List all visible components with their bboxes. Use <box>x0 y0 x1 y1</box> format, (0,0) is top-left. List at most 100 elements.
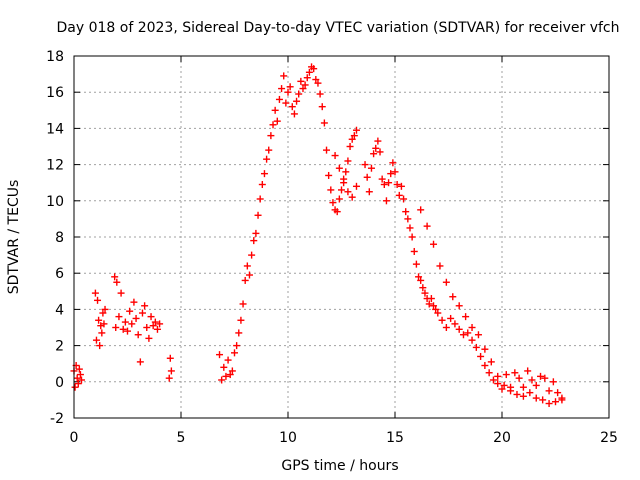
data-point <box>526 389 534 397</box>
data-point <box>338 186 345 194</box>
data-point <box>344 157 352 165</box>
data-point <box>335 195 343 203</box>
data-point <box>442 278 450 286</box>
data-point <box>352 126 360 134</box>
data-point <box>455 302 463 310</box>
data-point <box>113 278 121 286</box>
data-point <box>100 320 108 328</box>
data-point <box>400 195 408 203</box>
data-point <box>228 367 236 375</box>
data-point <box>367 164 375 172</box>
data-point <box>344 188 352 196</box>
data-point <box>149 322 157 330</box>
y-tick-label: 10 <box>46 194 64 210</box>
data-point <box>286 83 294 91</box>
data-point <box>335 164 343 172</box>
data-point <box>451 320 459 328</box>
data-point <box>442 324 450 331</box>
data-point <box>318 103 326 111</box>
data-point <box>310 65 318 73</box>
data-point <box>112 324 120 331</box>
data-point <box>327 186 335 194</box>
data-point <box>138 309 146 317</box>
data-point <box>374 137 382 145</box>
data-point <box>438 316 446 324</box>
data-point <box>128 320 136 328</box>
data-point <box>119 325 127 333</box>
data-point <box>447 314 455 322</box>
data-point <box>348 135 356 143</box>
data-point <box>552 398 559 406</box>
data-point <box>312 76 320 84</box>
data-point <box>545 387 553 395</box>
data-point <box>474 331 482 339</box>
data-point <box>417 276 425 284</box>
y-tick-label: 16 <box>46 85 64 101</box>
x-axis-title: GPS time / hours <box>281 458 398 474</box>
data-point <box>220 363 228 371</box>
data-point <box>464 329 472 337</box>
data-point <box>260 170 268 178</box>
data-point <box>314 79 322 87</box>
data-point <box>252 229 260 237</box>
data-point <box>297 77 305 85</box>
data-point <box>245 271 253 279</box>
data-point <box>481 345 489 353</box>
data-point <box>117 289 125 297</box>
data-point <box>121 318 129 326</box>
data-point <box>385 179 393 187</box>
data-point <box>393 181 401 189</box>
data-point <box>389 159 397 167</box>
data-point <box>342 168 350 176</box>
data-point <box>156 320 164 328</box>
data-point <box>333 208 341 216</box>
data-point <box>468 324 476 331</box>
data-point <box>430 240 438 248</box>
data-point <box>145 334 153 342</box>
data-point <box>432 305 440 313</box>
data-point <box>468 336 476 344</box>
data-point <box>226 371 234 379</box>
data-point <box>500 381 508 389</box>
data-point <box>545 400 553 408</box>
data-point <box>519 383 527 391</box>
y-tick-label: 6 <box>55 266 64 282</box>
data-point <box>278 85 286 93</box>
data-point <box>415 273 423 281</box>
x-tick-label: 5 <box>177 430 186 446</box>
data-point <box>243 262 251 270</box>
data-point <box>134 331 142 339</box>
data-point <box>111 273 119 281</box>
data-point <box>323 146 331 154</box>
data-point <box>537 372 545 380</box>
data-point <box>376 148 384 156</box>
data-point <box>273 117 281 125</box>
data-point <box>507 387 515 395</box>
y-tick-label: -2 <box>50 411 64 427</box>
data-point <box>397 182 405 190</box>
data-point <box>541 374 549 382</box>
y-tick-label: 2 <box>55 339 64 355</box>
data-point <box>494 372 502 380</box>
y-tick-label: 18 <box>46 49 64 65</box>
data-point <box>430 302 438 310</box>
data-point <box>361 161 369 169</box>
data-point <box>348 193 356 201</box>
data-point <box>519 392 527 400</box>
data-point <box>275 95 283 103</box>
data-point <box>513 390 521 398</box>
grid <box>74 56 609 418</box>
data-point <box>165 374 173 382</box>
data-point <box>233 342 241 350</box>
data-point <box>166 354 174 362</box>
data-point <box>254 211 262 219</box>
data-point <box>301 81 309 89</box>
y-tick-label: 14 <box>46 121 64 137</box>
x-tick-label: 15 <box>386 430 404 446</box>
data-point <box>167 367 175 375</box>
data-point <box>372 144 380 152</box>
data-point <box>231 349 238 357</box>
data-point <box>269 121 277 129</box>
data-point <box>76 371 84 379</box>
data-point <box>263 155 271 163</box>
